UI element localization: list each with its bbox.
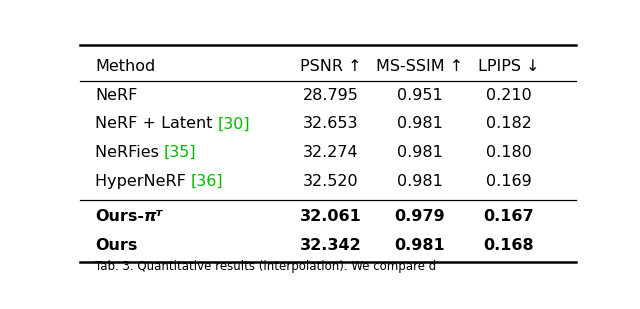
Text: HyperNeRF: HyperNeRF bbox=[95, 174, 191, 188]
Text: Ours-: Ours- bbox=[95, 209, 144, 224]
Text: [36]: [36] bbox=[191, 174, 223, 188]
Text: 28.795: 28.795 bbox=[303, 88, 358, 103]
Text: PSNR ↑: PSNR ↑ bbox=[300, 59, 361, 74]
Text: 0.168: 0.168 bbox=[484, 238, 534, 253]
Text: 32.061: 32.061 bbox=[300, 209, 362, 224]
Text: 0.981: 0.981 bbox=[397, 174, 443, 188]
Text: Tab. 3. Quantitative results (interpolation). We compare d: Tab. 3. Quantitative results (interpolat… bbox=[95, 260, 436, 273]
Text: 0.981: 0.981 bbox=[394, 238, 445, 253]
Text: NeRF: NeRF bbox=[95, 88, 137, 103]
Text: Method: Method bbox=[95, 59, 155, 74]
Text: 0.169: 0.169 bbox=[486, 174, 532, 188]
Text: 0.182: 0.182 bbox=[486, 116, 532, 131]
Text: Ours: Ours bbox=[95, 238, 137, 253]
Text: 0.979: 0.979 bbox=[394, 209, 445, 224]
Text: 0.951: 0.951 bbox=[397, 88, 443, 103]
Text: 32.653: 32.653 bbox=[303, 116, 358, 131]
Text: πᵀ: πᵀ bbox=[144, 209, 163, 224]
Text: LPIPS ↓: LPIPS ↓ bbox=[478, 59, 540, 74]
Text: 0.167: 0.167 bbox=[484, 209, 534, 224]
Text: [35]: [35] bbox=[164, 145, 196, 160]
Text: 32.520: 32.520 bbox=[303, 174, 358, 188]
Text: 0.981: 0.981 bbox=[397, 116, 443, 131]
Text: MS-SSIM ↑: MS-SSIM ↑ bbox=[376, 59, 463, 74]
Text: NeRFies: NeRFies bbox=[95, 145, 164, 160]
Text: 0.981: 0.981 bbox=[397, 145, 443, 160]
Text: NeRF + Latent: NeRF + Latent bbox=[95, 116, 218, 131]
Text: 0.210: 0.210 bbox=[486, 88, 532, 103]
Text: 32.274: 32.274 bbox=[303, 145, 358, 160]
Text: 32.342: 32.342 bbox=[300, 238, 362, 253]
Text: [30]: [30] bbox=[218, 116, 250, 131]
Text: 0.180: 0.180 bbox=[486, 145, 532, 160]
